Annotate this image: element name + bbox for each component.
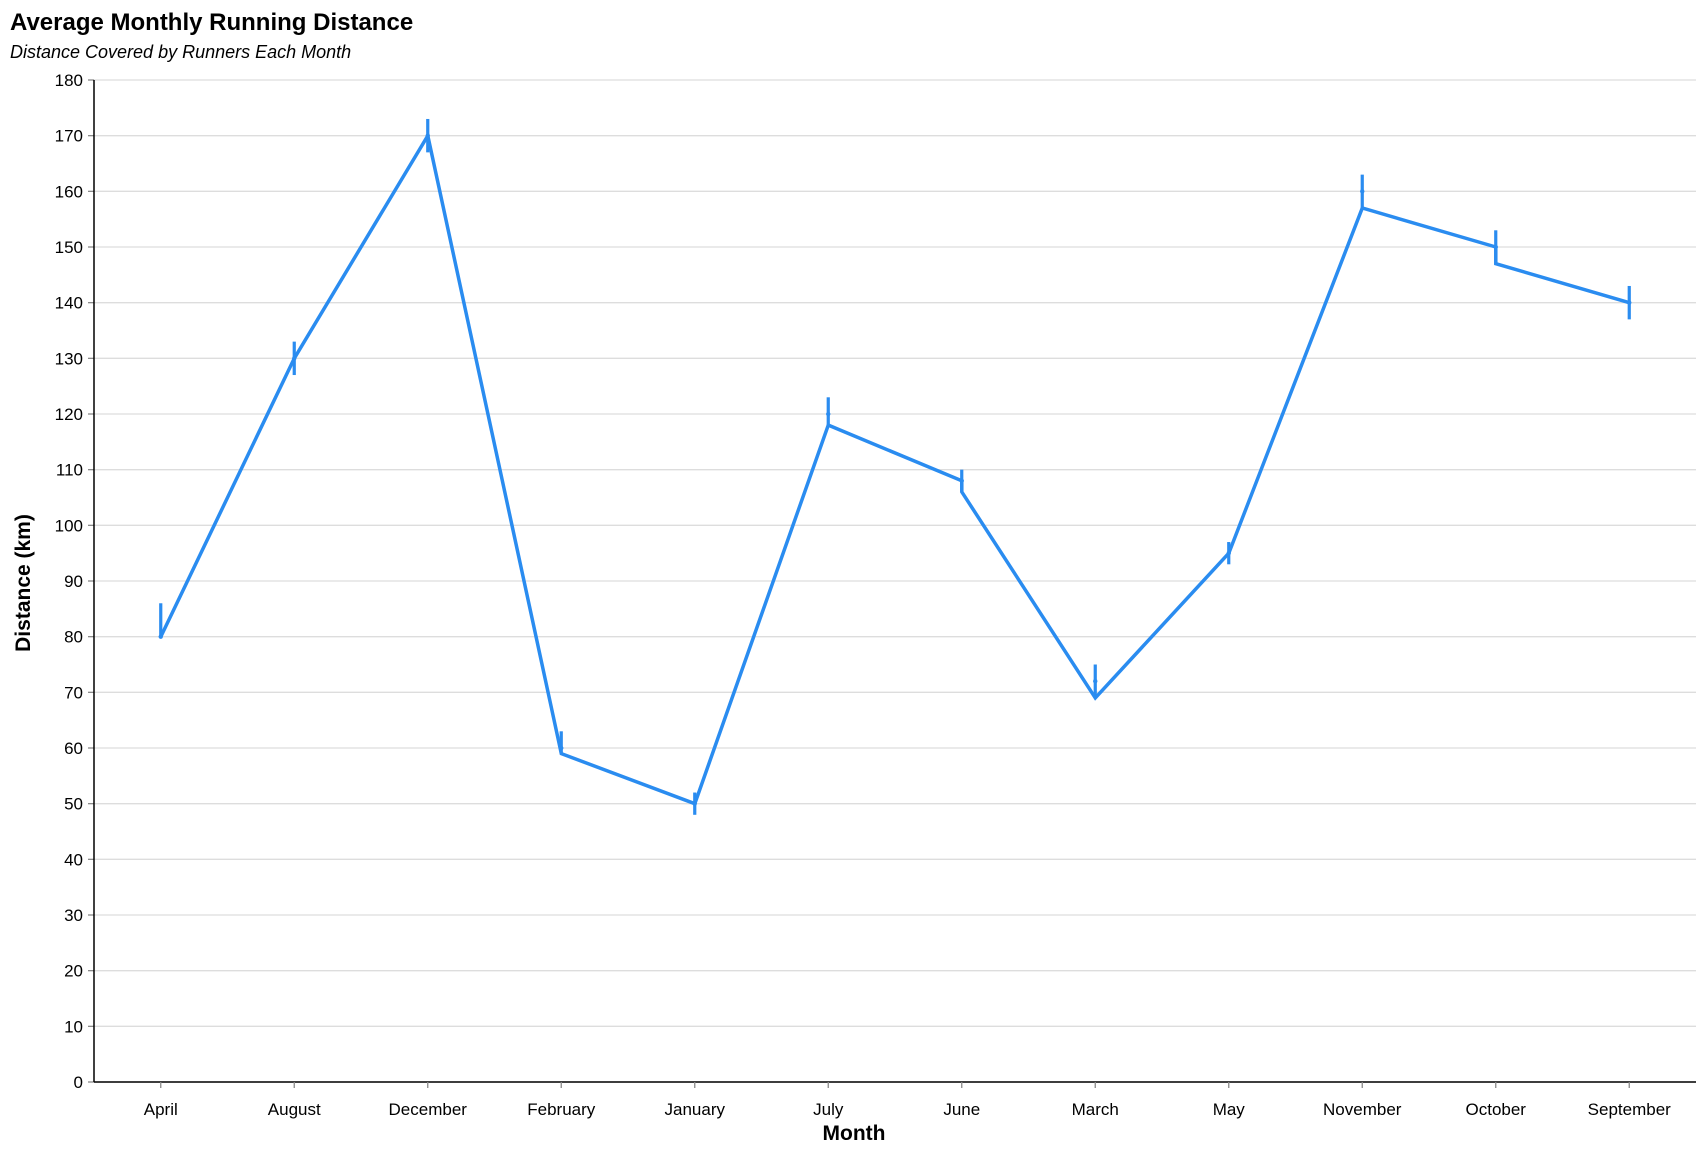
x-tick-label: July — [813, 1100, 844, 1119]
y-tick-label: 150 — [55, 238, 83, 257]
data-point — [158, 634, 163, 639]
data-point — [1627, 300, 1632, 305]
data-series — [158, 118, 1632, 815]
x-tick-label: February — [527, 1100, 596, 1119]
x-tick-label: August — [268, 1100, 321, 1119]
data-point — [826, 411, 831, 417]
x-axis: April August December February January July Ju… — [94, 1081, 1696, 1119]
data-point — [1493, 244, 1498, 250]
y-tick-label: 110 — [56, 461, 83, 480]
y-tick-label: 100 — [55, 516, 83, 535]
y-tick-label: 10 — [64, 1017, 83, 1036]
data-point — [425, 133, 430, 138]
y-tick-label: 90 — [64, 572, 83, 591]
chart-subtitle: Distance Covered by Runners Each Month — [10, 42, 351, 62]
y-tick-label: 120 — [55, 405, 83, 424]
y-tick-label: 180 — [55, 71, 83, 90]
x-tick-label: June — [943, 1100, 980, 1119]
y-axis-title: Distance (km) — [12, 514, 35, 652]
y-tick-label: 60 — [64, 739, 83, 758]
series-line — [159, 131, 1630, 806]
x-tick-label: January — [665, 1100, 726, 1119]
y-axis: 0 10 20 30 40 50 60 70 80 90 100 110 120 130 140 150 160… — [55, 71, 95, 1092]
y-tick-label: 70 — [64, 683, 83, 702]
y-tick-label: 20 — [64, 962, 83, 981]
x-tick-label: March — [1072, 1100, 1119, 1119]
x-tick-label: April — [144, 1100, 178, 1119]
y-tick-label: 140 — [55, 294, 83, 313]
x-tick-label: September — [1588, 1100, 1671, 1119]
y-tick-label: 50 — [64, 795, 83, 814]
data-point — [1360, 189, 1365, 194]
data-point — [1093, 679, 1098, 684]
y-tick-label: 40 — [64, 850, 83, 869]
chart-title: Average Monthly Running Distance — [10, 9, 413, 36]
y-tick-label: 80 — [64, 628, 83, 647]
y-tick-label: 0 — [74, 1073, 83, 1092]
x-tick-label: December — [389, 1100, 468, 1119]
data-point — [559, 745, 564, 751]
x-tick-label: November — [1323, 1100, 1402, 1119]
y-tick-label: 160 — [55, 182, 83, 201]
data-point — [1226, 550, 1231, 556]
x-tick-label: October — [1466, 1100, 1527, 1119]
y-tick-label: 130 — [55, 349, 83, 368]
y-tick-label: 170 — [55, 127, 83, 146]
x-tick-label: May — [1213, 1100, 1246, 1119]
y-tick-label: 30 — [64, 906, 83, 925]
gridlines — [94, 79, 1696, 1083]
data-point — [292, 356, 297, 361]
x-axis-title: Month — [823, 1122, 886, 1145]
data-point — [959, 478, 964, 483]
data-point — [692, 801, 697, 806]
